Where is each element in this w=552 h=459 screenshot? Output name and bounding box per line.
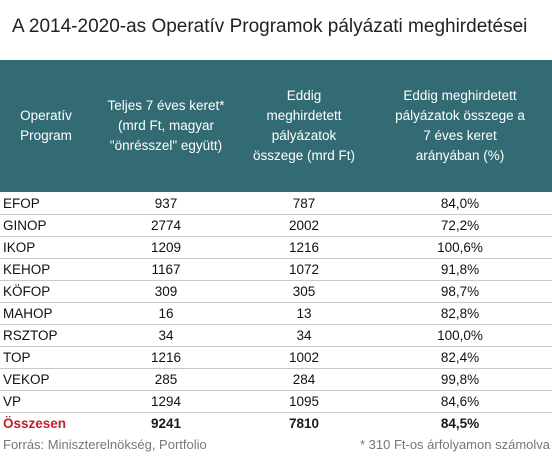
table-row: RSZTOP 34 34 100,0%	[0, 324, 552, 347]
table-row: IKOP 1209 1216 100,6%	[0, 236, 552, 259]
cell-announced: 787	[240, 192, 368, 215]
cell-program: TOP	[0, 346, 92, 369]
cell-announced: 2002	[240, 214, 368, 237]
cell-total: 1294	[92, 390, 240, 413]
page-title: A 2014-2020-as Operatív Programok pályáz…	[12, 16, 528, 37]
total-ratio: 84,5%	[440, 416, 480, 431]
cell-program: KÖFOP	[0, 280, 92, 303]
cell-program: VEKOP	[0, 368, 92, 391]
cell-total: 16	[92, 302, 240, 325]
total-announced-sum: 7810	[288, 416, 320, 431]
cell-program: IKOP	[0, 236, 92, 259]
table-row: TOP 1216 1002 82,4%	[0, 346, 552, 369]
cell-ratio: 72,2%	[368, 214, 552, 237]
header-announced-amount: Eddig meghirdetett pályázatok összege (m…	[240, 60, 368, 193]
cell-total: 1167	[92, 258, 240, 281]
cell-ratio: 82,8%	[368, 302, 552, 325]
footnote: * 310 Ft-os árfolyamon számolva	[359, 437, 550, 452]
table-row: EFOP 937 787 84,0%	[0, 192, 552, 215]
table-row: VEKOP 285 284 99,8%	[0, 368, 552, 391]
source-note: Forrás: Miniszterelnökség, Portfolio	[3, 437, 207, 452]
cell-announced: 34	[240, 324, 368, 347]
cell-ratio: 100,6%	[368, 236, 552, 259]
cell-ratio: 82,4%	[368, 346, 552, 369]
cell-program: MAHOP	[0, 302, 92, 325]
cell-total: 1216	[92, 346, 240, 369]
cell-program: GINOP	[0, 214, 92, 237]
cell-program: KEHOP	[0, 258, 92, 281]
header-program: Operatív Program	[0, 60, 92, 193]
operative-programs-table: Operatív Program Teljes 7 éves keret* (m…	[0, 60, 552, 434]
cell-announced: 1216	[240, 236, 368, 259]
cell-total: 34	[92, 324, 240, 347]
total-row: Összesen 9241 7810 84,5%	[0, 413, 552, 435]
cell-ratio: 91,8%	[368, 258, 552, 281]
header-announced-ratio: Eddig meghirdetett pályázatok összege a …	[368, 60, 552, 193]
cell-total: 2774	[92, 214, 240, 237]
cell-announced: 1095	[240, 390, 368, 413]
cell-announced: 13	[240, 302, 368, 325]
header-total-frame: Teljes 7 éves keret* (mrd Ft, magyar "ön…	[92, 60, 240, 193]
cell-program: RSZTOP	[0, 324, 92, 347]
table-row: MAHOP 16 13 82,8%	[0, 302, 552, 325]
cell-announced: 305	[240, 280, 368, 303]
cell-announced: 1002	[240, 346, 368, 369]
cell-ratio: 84,0%	[368, 192, 552, 215]
cell-ratio: 98,7%	[368, 280, 552, 303]
cell-program: EFOP	[0, 192, 92, 215]
cell-total: 1209	[92, 236, 240, 259]
table-row: KÖFOP 309 305 98,7%	[0, 280, 552, 303]
total-frame-sum: 9241	[150, 416, 182, 431]
table-header-row: Operatív Program Teljes 7 éves keret* (m…	[0, 60, 552, 193]
table-row: GINOP 2774 2002 72,2%	[0, 214, 552, 237]
cell-announced: 1072	[240, 258, 368, 281]
cell-total: 285	[92, 368, 240, 391]
total-label: Összesen	[3, 416, 67, 431]
cell-total: 309	[92, 280, 240, 303]
cell-total: 937	[92, 192, 240, 215]
cell-program: VP	[0, 390, 92, 413]
cell-ratio: 99,8%	[368, 368, 552, 391]
cell-ratio: 100,0%	[368, 324, 552, 347]
cell-ratio: 84,6%	[368, 390, 552, 413]
cell-announced: 284	[240, 368, 368, 391]
table-row: KEHOP 1167 1072 91,8%	[0, 258, 552, 281]
table-row: VP 1294 1095 84,6%	[0, 390, 552, 413]
